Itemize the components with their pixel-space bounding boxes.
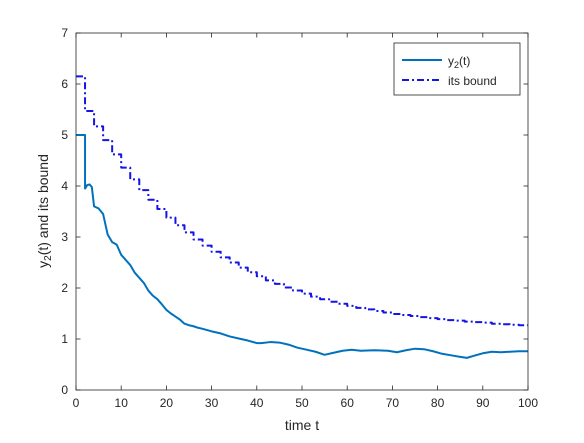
y-tick-label: 5 (61, 128, 68, 142)
x-tick-label: 80 (431, 396, 445, 410)
legend-label-y2-base: y (448, 54, 454, 68)
y-tick-label: 0 (61, 383, 68, 397)
y-tick-label: 3 (61, 230, 68, 244)
y-axis-label-base: y (35, 261, 51, 268)
y-axis-label: y2(t) and its bound (35, 154, 54, 268)
x-tick-label: 50 (295, 396, 309, 410)
series-line-y2 (76, 134, 528, 359)
y-tick-label: 2 (61, 281, 68, 295)
x-tick-label: 10 (115, 396, 129, 410)
legend-label-y2: y2(t) (448, 54, 470, 70)
legend-label-y2-rest: (t) (459, 54, 470, 68)
y-tick-label: 4 (61, 179, 68, 193)
plot-frame (75, 32, 529, 391)
x-tick-label: 30 (205, 396, 219, 410)
x-tick-label: 40 (250, 396, 264, 410)
x-tick-label: 90 (476, 396, 490, 410)
y-axis-label-subscript: 2 (43, 255, 54, 261)
x-tick-label: 70 (386, 396, 400, 410)
y-tick-label: 6 (61, 77, 68, 91)
legend: y2(t) its bound (393, 42, 521, 96)
legend-box (393, 42, 521, 96)
axis-ticks: 0 10 20 30 40 50 60 70 80 90 100 0 1 2 3 4 5 6 7 (61, 26, 538, 410)
x-tick-label: 60 (341, 396, 355, 410)
series-line-bound (76, 75, 528, 327)
y-tick-label: 7 (61, 26, 68, 40)
legend-label-bound: its bound (448, 74, 497, 88)
x-tick-label: 100 (518, 396, 538, 410)
x-axis-label: time t (285, 417, 319, 433)
y-tick-label: 1 (61, 332, 68, 346)
x-tick-label: 0 (73, 396, 80, 410)
series-layer (76, 75, 528, 359)
y-axis-label-rest: (t) and its bound (35, 154, 51, 255)
x-tick-label: 20 (160, 396, 174, 410)
legend-label-y2-subscript: 2 (454, 60, 459, 70)
